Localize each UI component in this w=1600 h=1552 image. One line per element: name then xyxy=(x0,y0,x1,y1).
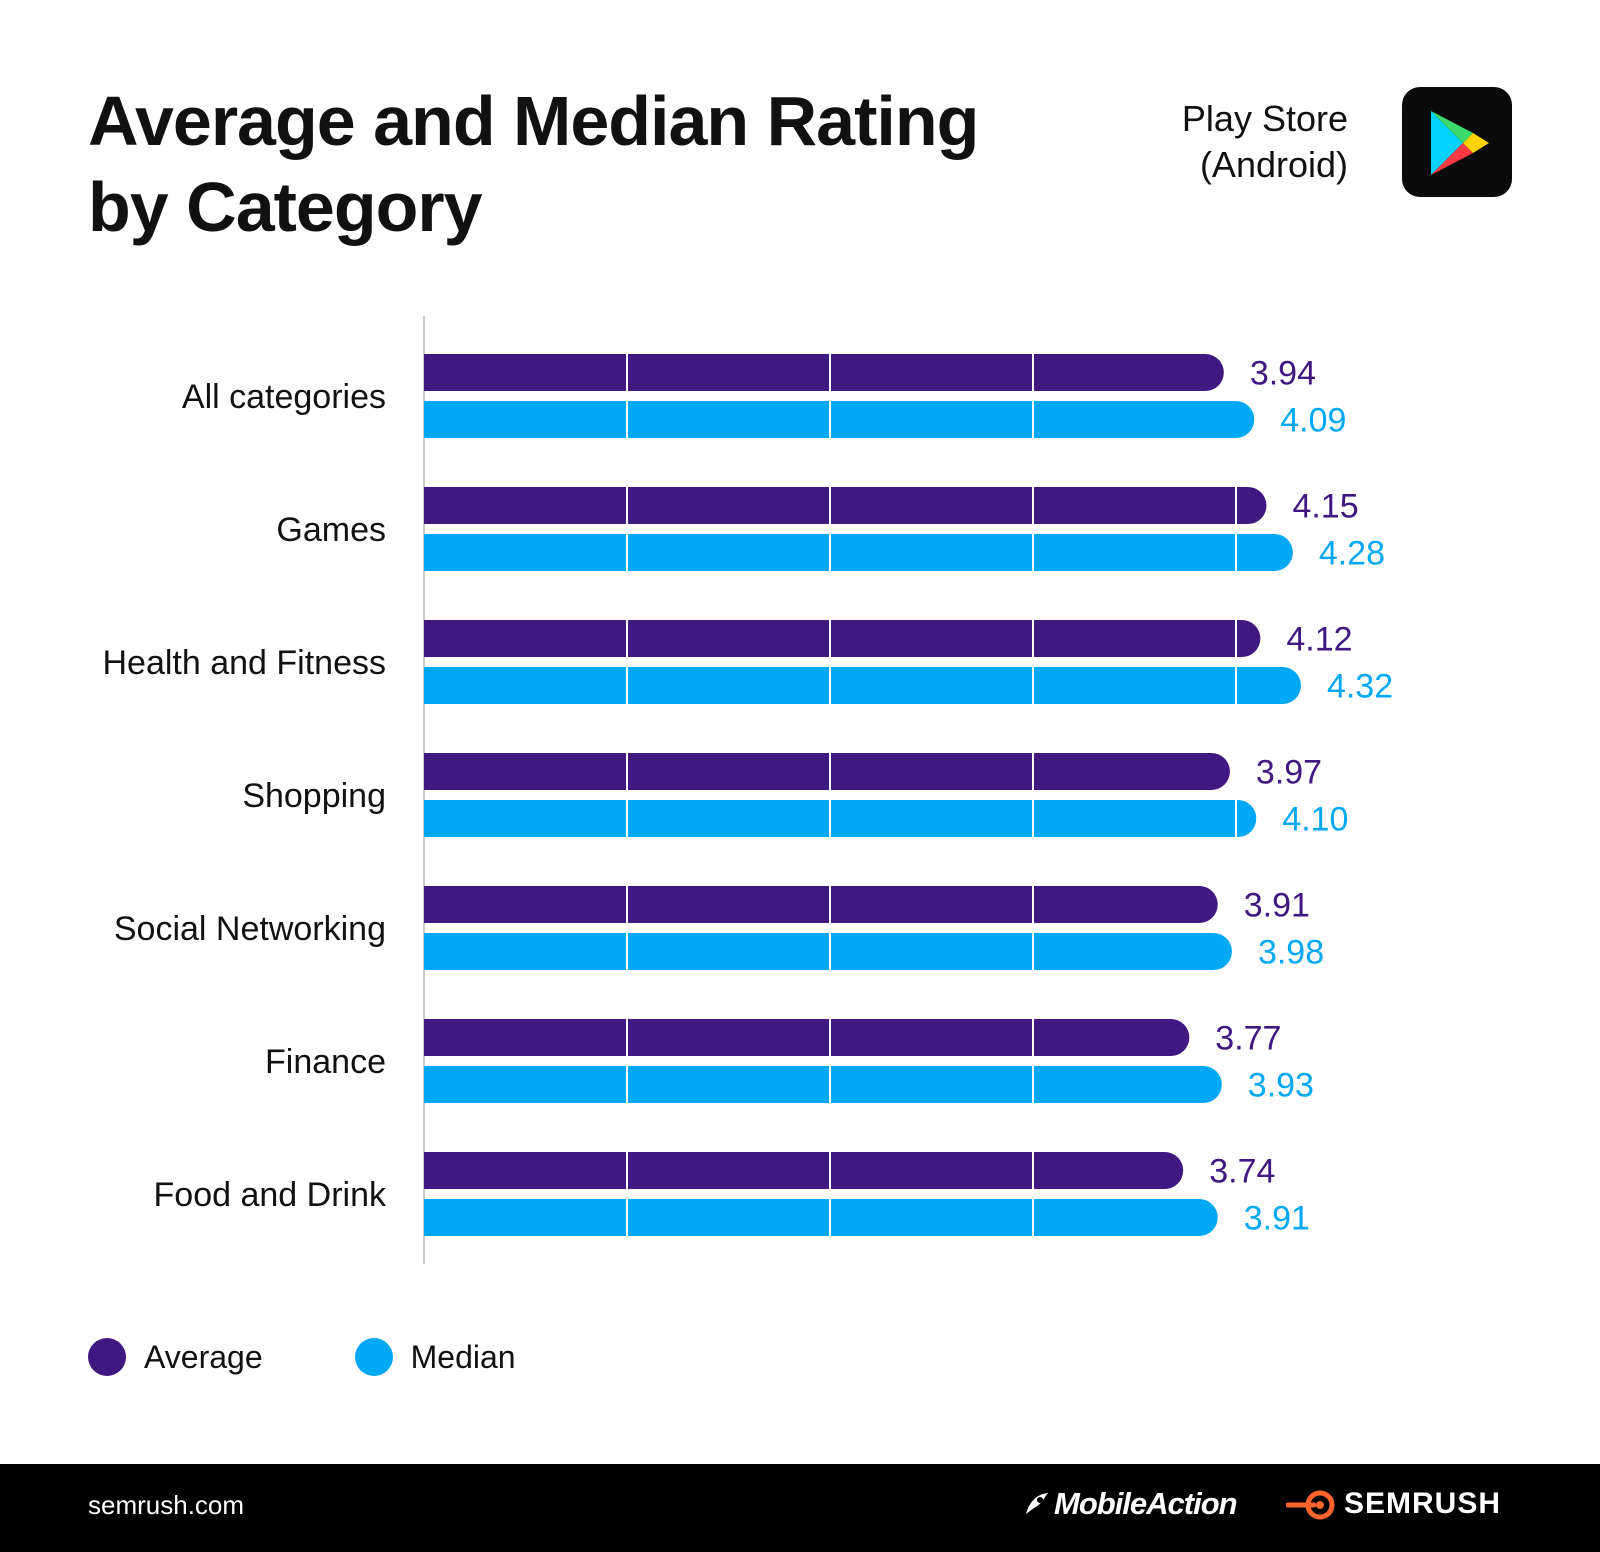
semrush-logo: SEMRUSH xyxy=(1286,1487,1502,1521)
category-label: Social Networking xyxy=(114,910,386,948)
data-label-average: 3.91 xyxy=(1244,887,1310,925)
mobileaction-mark-icon xyxy=(1026,1493,1048,1514)
store-platform: (Android) xyxy=(1199,144,1348,185)
store-name: Play Store xyxy=(1181,98,1348,139)
legend: Average Median xyxy=(88,1338,608,1376)
bar-median xyxy=(424,401,1255,438)
data-label-median: 4.28 xyxy=(1319,535,1385,573)
bar-average xyxy=(424,1152,1184,1189)
bar-median xyxy=(424,1066,1222,1103)
legend-item-median: Median xyxy=(354,1338,516,1376)
bar-average xyxy=(424,1019,1190,1056)
bar-average xyxy=(424,487,1267,524)
category-label: Games xyxy=(276,511,386,549)
google-play-icon xyxy=(1402,87,1512,197)
bar-average xyxy=(424,620,1261,657)
footer: semrush.com MobileAction SEMRUSH xyxy=(0,1464,1600,1552)
category-label: Health and Fitness xyxy=(103,644,387,682)
bar-median xyxy=(424,800,1257,837)
store-label: Play Store (Android) xyxy=(1182,96,1348,188)
bar-average xyxy=(424,354,1224,391)
bar-median xyxy=(424,667,1301,704)
legend-label-median: Median xyxy=(410,1338,516,1375)
data-label-average: 3.74 xyxy=(1209,1153,1275,1191)
data-label-average: 3.94 xyxy=(1250,355,1316,393)
data-label-median: 3.93 xyxy=(1248,1067,1314,1105)
category-label: Finance xyxy=(265,1043,386,1081)
data-label-median: 4.09 xyxy=(1280,402,1346,440)
bar-median xyxy=(424,1199,1218,1236)
bar-median xyxy=(424,933,1232,970)
data-label-median: 4.10 xyxy=(1282,801,1348,839)
bar-average xyxy=(424,886,1218,923)
semrush-flame-icon xyxy=(1286,1490,1335,1520)
data-label-average: 3.77 xyxy=(1215,1020,1281,1058)
legend-label-average: Average xyxy=(144,1338,263,1375)
data-label-average: 4.15 xyxy=(1292,488,1358,526)
category-label: All categories xyxy=(182,378,386,416)
category-label: Shopping xyxy=(242,777,386,815)
bar-chart: All categories 3.94 4.09 Games 4.15 4.28 Healt… xyxy=(103,316,1393,1264)
data-label-median: 3.98 xyxy=(1258,934,1324,972)
data-label-median: 3.91 xyxy=(1244,1200,1310,1238)
data-label-average: 4.12 xyxy=(1286,621,1352,659)
data-label-median: 4.32 xyxy=(1327,668,1393,706)
footer-site: semrush.com xyxy=(88,1490,245,1520)
mobileaction-logo: MobileAction xyxy=(1026,1486,1238,1522)
semrush-wordmark: SEMRUSH xyxy=(1344,1487,1502,1520)
bar-average xyxy=(424,753,1230,790)
mobileaction-wordmark: MobileAction xyxy=(1054,1486,1238,1521)
title-line-2: by Category xyxy=(88,168,483,246)
title-line-1: Average and Median Rating xyxy=(88,82,979,160)
bar-median xyxy=(424,534,1293,571)
legend-swatch-average xyxy=(88,1338,126,1376)
chart-title: Average and Median Rating by Category xyxy=(88,78,1088,250)
legend-swatch-median xyxy=(354,1338,393,1376)
legend-item-average: Average xyxy=(88,1338,263,1376)
category-label: Food and Drink xyxy=(154,1176,387,1214)
data-label-average: 3.97 xyxy=(1256,754,1322,792)
